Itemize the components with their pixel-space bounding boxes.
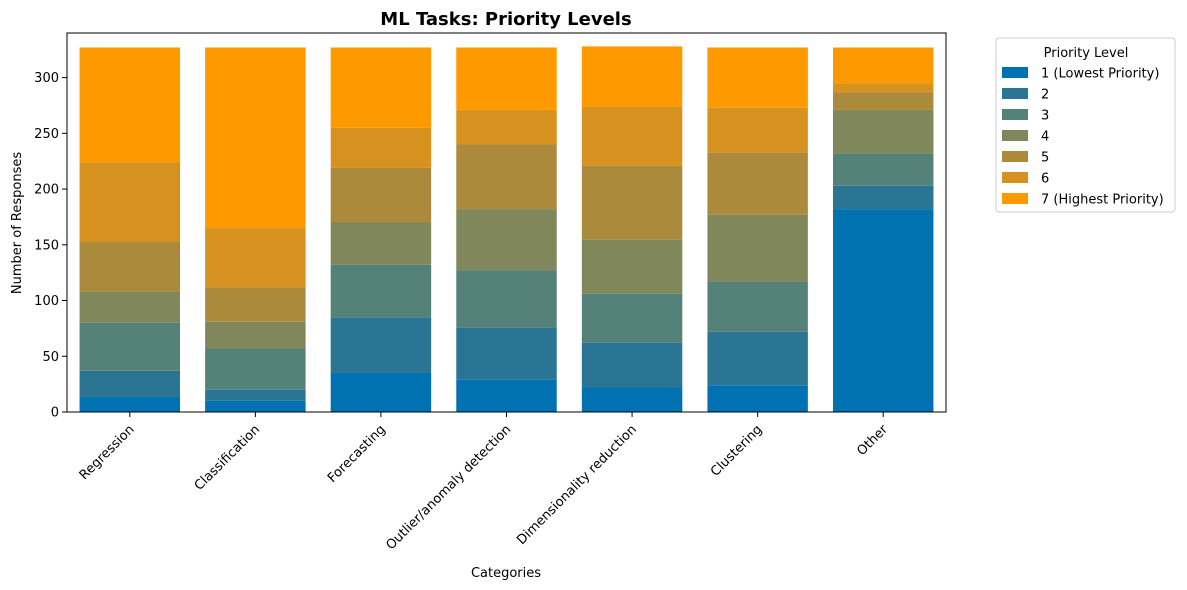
bar-segment xyxy=(707,152,808,215)
bars-layer xyxy=(79,46,934,412)
legend-label: 5 xyxy=(1041,151,1049,166)
legend-swatch xyxy=(1002,172,1028,183)
legend-swatch xyxy=(1002,130,1028,141)
bar-segment xyxy=(707,107,808,153)
bar-segment xyxy=(581,293,683,343)
bar-segment xyxy=(205,321,306,349)
y-axis: 0 50 100 150 200 250 300 xyxy=(34,71,67,421)
bar-segment xyxy=(456,144,557,210)
y-tick-label: 0 xyxy=(51,406,59,421)
bar-segment xyxy=(832,109,934,154)
bar-segment xyxy=(330,47,432,128)
legend-title: Priority Level xyxy=(1044,46,1129,61)
bar-segment xyxy=(79,162,181,242)
x-tick-label: Forecasting xyxy=(325,422,389,486)
y-tick-label: 250 xyxy=(34,127,59,142)
bar-segment xyxy=(79,241,181,292)
bar-segment xyxy=(330,264,432,318)
bar-segment xyxy=(581,106,683,166)
bar-segment xyxy=(581,387,683,412)
bar-segment xyxy=(707,214,808,282)
x-tick-label: Classification xyxy=(192,422,263,493)
bar-segment xyxy=(330,127,432,168)
bar-segment xyxy=(832,153,934,186)
bar-segment xyxy=(832,185,934,210)
bar-segment xyxy=(79,370,181,398)
legend-label: 1 (Lowest Priority) xyxy=(1041,67,1159,82)
legend-label: 6 xyxy=(1041,172,1049,187)
y-tick-label: 300 xyxy=(34,71,59,86)
bar-segment xyxy=(330,167,432,223)
x-tick-label: Regression xyxy=(77,422,138,483)
bar-segment xyxy=(205,47,306,229)
legend-swatch xyxy=(1002,109,1028,120)
legend-label: 2 xyxy=(1041,88,1049,103)
legend-label: 3 xyxy=(1041,109,1049,124)
y-tick-label: 200 xyxy=(34,183,59,198)
bar-segment xyxy=(581,239,683,294)
bar-segment xyxy=(79,291,181,323)
bar-segment xyxy=(330,372,432,412)
bar-segment xyxy=(456,47,557,110)
bar-segment xyxy=(581,165,683,240)
bar-segment xyxy=(707,331,808,386)
bar-segment xyxy=(205,228,306,288)
legend-label: 4 xyxy=(1041,130,1049,145)
bar-segment xyxy=(707,385,808,412)
bar-segment xyxy=(205,400,306,412)
bar-segment xyxy=(79,47,181,163)
bar-segment xyxy=(330,317,432,373)
bar-segment xyxy=(456,209,557,271)
bar-segment xyxy=(707,47,808,108)
bar-segment xyxy=(832,209,934,412)
legend-label: 7 (Highest Priority) xyxy=(1041,193,1164,208)
bar-segment xyxy=(79,397,181,412)
legend-swatch xyxy=(1002,151,1028,162)
bar-segment xyxy=(456,327,557,380)
bar-segment xyxy=(832,47,934,84)
x-tick-label: Outlier/anomaly detection xyxy=(383,422,514,553)
y-tick-label: 150 xyxy=(34,238,59,253)
legend: Priority Level 1 (Lowest Priority) 2 3 4 5 6 7… xyxy=(995,37,1176,213)
bar-segment xyxy=(205,348,306,390)
legend-swatch xyxy=(1002,88,1028,99)
x-axis: Regression Classification ForecastingOutli… xyxy=(77,412,891,553)
legend-swatch xyxy=(1002,193,1028,204)
x-tick-label: Clustering xyxy=(708,422,765,479)
bar-segment xyxy=(832,83,934,93)
bar-segment xyxy=(330,222,432,265)
y-tick-label: 50 xyxy=(42,350,59,365)
bar-segment xyxy=(79,322,181,371)
y-tick-label: 100 xyxy=(34,294,59,309)
bar-segment xyxy=(832,92,934,110)
bar-segment xyxy=(456,109,557,145)
x-tick-label: Dimensionality reduction xyxy=(514,422,640,548)
bar-segment xyxy=(581,342,683,388)
bar-segment xyxy=(456,379,557,412)
chart-title: ML Tasks: Priority Levels xyxy=(380,9,631,30)
legend-swatch xyxy=(1002,67,1028,78)
bar-segment xyxy=(581,46,683,107)
bar-segment xyxy=(205,389,306,401)
x-axis-label: Categories xyxy=(471,566,541,581)
bar-segment xyxy=(456,270,557,328)
x-tick-label: Other xyxy=(854,422,891,459)
y-axis-label: Number of Responses xyxy=(10,152,25,294)
legend-frame xyxy=(995,37,1176,213)
bar-segment xyxy=(205,287,306,322)
bar-segment xyxy=(707,281,808,332)
